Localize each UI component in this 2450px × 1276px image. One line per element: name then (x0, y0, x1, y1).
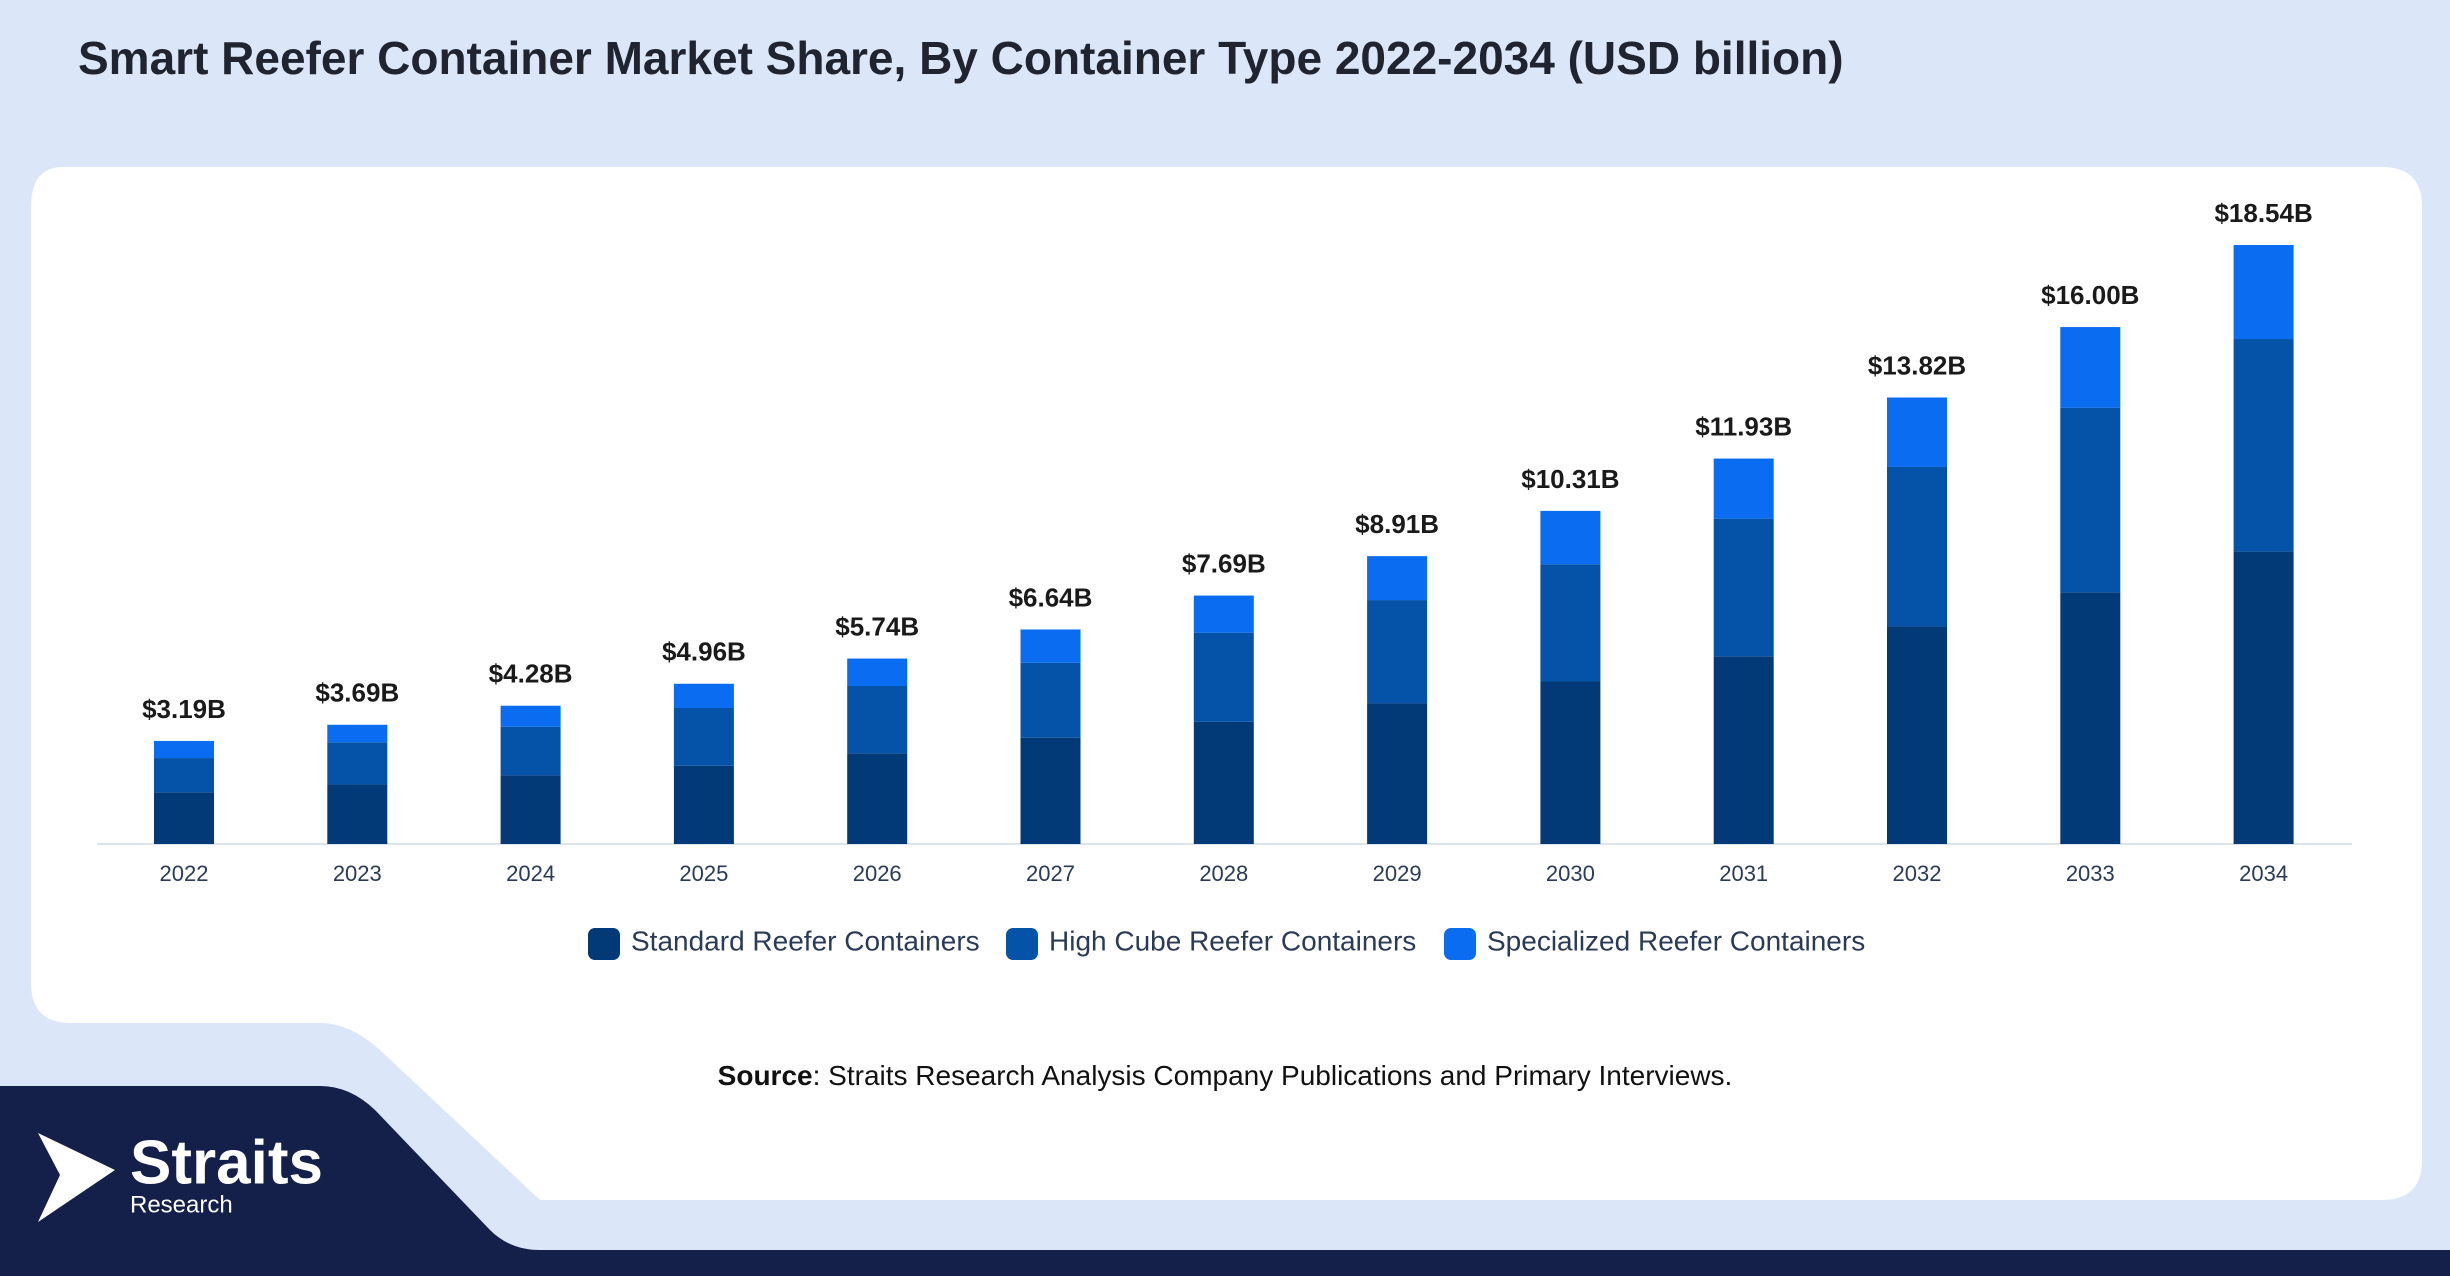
bar-segment (673, 683, 734, 708)
bar-segment (1713, 458, 1774, 519)
bar-segment (1367, 556, 1428, 601)
x-tick-label: 2023 (333, 861, 382, 886)
bar-segment (1540, 564, 1601, 682)
total-label: $6.64B (1009, 582, 1093, 612)
x-tick-label: 2022 (160, 861, 209, 886)
bar-segment (1887, 397, 1947, 467)
bar-segment (327, 742, 388, 785)
bar-segment (1193, 721, 1254, 844)
total-label: $8.91B (1355, 509, 1439, 539)
x-tick-label: 2030 (1546, 861, 1595, 886)
x-tick-label: 2024 (506, 861, 555, 886)
source-text: : Straits Research Analysis Company Publ… (813, 1060, 1733, 1091)
legend-swatch (1006, 928, 1038, 960)
bar-segment (847, 658, 908, 687)
x-tick-label: 2026 (853, 861, 902, 886)
bar-segment (154, 792, 214, 844)
bar-segment (1713, 656, 1774, 844)
x-tick-label: 2033 (2066, 861, 2115, 886)
bar-segment (327, 784, 388, 844)
bar-segment (1713, 518, 1774, 657)
total-label: $4.28B (489, 659, 573, 689)
bar-segment (1540, 510, 1601, 565)
total-label: $3.19B (142, 694, 226, 724)
total-label: $7.69B (1182, 548, 1266, 578)
logo-tagline: Research (130, 1191, 233, 1218)
bar-segment (673, 765, 734, 844)
bar-segment (154, 758, 214, 793)
bar-segment (1367, 600, 1428, 704)
bar-segment (2233, 339, 2294, 552)
source-note: Source: Straits Research Analysis Compan… (718, 1060, 1733, 1091)
bar-segment (1020, 662, 1081, 738)
bar-segment (1020, 737, 1081, 844)
legend-swatch (588, 928, 620, 960)
total-label: $13.82B (1868, 350, 1966, 380)
x-tick-label: 2034 (2239, 861, 2288, 886)
total-label: $4.96B (662, 637, 746, 667)
x-tick-label: 2028 (1199, 861, 1248, 886)
chart-title: Smart Reefer Container Market Share, By … (78, 32, 1844, 84)
bar-segment (2060, 592, 2121, 844)
bar-segment (1193, 595, 1254, 633)
legend-swatch (1444, 928, 1476, 960)
total-label: $11.93B (1695, 411, 1792, 441)
bar-segment (500, 775, 561, 844)
logo-mark (38, 1133, 115, 1222)
total-label: $16.00B (2041, 280, 2139, 310)
bar-segment (2060, 407, 2121, 593)
logo-name: Straits (130, 1128, 323, 1197)
total-label: $3.69B (315, 678, 399, 708)
bar-segment (1887, 466, 1947, 627)
x-tick-label: 2029 (1373, 861, 1422, 886)
total-label: $18.54B (2214, 198, 2312, 228)
total-label: $5.74B (835, 611, 919, 641)
x-tick-label: 2032 (1893, 861, 1942, 886)
bar-segment (1367, 703, 1428, 844)
source-label: Source (718, 1060, 813, 1091)
legend-label: High Cube Reefer Containers (1049, 925, 1416, 956)
x-tick-label: 2027 (1026, 861, 1075, 886)
legend-label: Specialized Reefer Containers (1487, 925, 1865, 956)
bar-segment (1193, 632, 1254, 722)
bar-segment (847, 753, 908, 844)
total-label: $10.31B (1521, 464, 1619, 494)
bar-segment (500, 705, 561, 727)
bar-segment (1887, 626, 1947, 844)
bar-segment (2233, 551, 2294, 844)
bar-segment (2060, 327, 2121, 408)
bar-segment (154, 740, 214, 759)
x-tick-label: 2031 (1719, 861, 1768, 886)
bar-segment (500, 726, 561, 776)
bar-segment (673, 707, 734, 766)
footer-band (0, 1086, 2450, 1276)
x-tick-label: 2025 (679, 861, 728, 886)
bar-segment (2233, 245, 2294, 340)
bar-segment (327, 724, 388, 743)
bar-segment (1020, 629, 1081, 663)
legend-label: Standard Reefer Containers (631, 925, 980, 956)
bar-segment (847, 686, 908, 754)
bar-segment (1540, 681, 1601, 844)
